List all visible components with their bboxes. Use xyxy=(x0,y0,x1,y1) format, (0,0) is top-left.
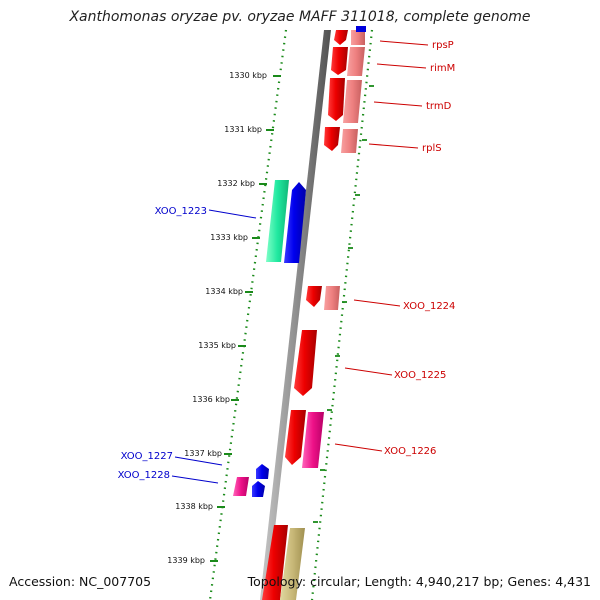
gene-label-rimM[interactable]: rimM xyxy=(430,63,455,74)
right-dotted-track xyxy=(310,29,374,600)
gene-box-XOO_1224-pink[interactable] xyxy=(324,286,340,310)
gene-label-XOO_1224[interactable]: XOO_1224 xyxy=(403,301,455,312)
gene-arrow-XOO_1226[interactable] xyxy=(285,410,306,465)
tick-label: 1331 kbp xyxy=(224,125,262,134)
gene-box-rimM-pink[interactable] xyxy=(347,47,365,76)
tick-label: 1339 kbp xyxy=(167,556,205,565)
gene-box-top-blue[interactable] xyxy=(356,26,366,32)
left-track-ticks xyxy=(210,75,281,562)
gene-leader-lines xyxy=(171,40,429,484)
genome-title: Xanthomonas oryzae pv. oryzae MAFF 31101… xyxy=(69,9,531,25)
tick-label: 1338 kbp xyxy=(175,502,213,511)
tick-label: 1336 kbp xyxy=(192,395,230,404)
gene-label-XOO_1228[interactable]: XOO_1228 xyxy=(118,470,170,481)
tick-label: 1333 kbp xyxy=(210,233,248,242)
gene-box-green[interactable] xyxy=(266,180,289,262)
genome-backbone xyxy=(260,30,331,600)
gene-label-trmD[interactable]: trmD xyxy=(426,101,452,112)
tick-label: 1334 kbp xyxy=(205,287,243,296)
accession-label: Accession: NC_007705 xyxy=(9,574,152,589)
gene-label-XOO_1226[interactable]: XOO_1226 xyxy=(384,446,436,457)
gene-label-XOO_1225[interactable]: XOO_1225 xyxy=(394,370,446,381)
gene-arrow-XOO_1228[interactable] xyxy=(252,481,265,497)
gene-box-bottom-olive[interactable] xyxy=(280,528,305,600)
tick-label: 1337 kbp xyxy=(184,449,222,458)
gene-box-rplS-pink[interactable] xyxy=(341,129,358,153)
gene-box-bottom-red[interactable] xyxy=(262,525,288,600)
gene-label-XOO_1227[interactable]: XOO_1227 xyxy=(121,451,173,462)
gene-arrow-XOO_1223[interactable] xyxy=(284,182,306,263)
gene-arrow-XOO_1224[interactable] xyxy=(306,286,322,307)
right-track-ticks xyxy=(313,85,374,523)
gene-box-magenta-small[interactable] xyxy=(233,477,249,496)
genome-summary: Topology: circular; Length: 4,940,217 bp… xyxy=(247,574,591,589)
tick-label: 1335 kbp xyxy=(198,341,236,350)
gene-arrow-XOO_1227[interactable] xyxy=(256,464,269,479)
tick-label: 1332 kbp xyxy=(217,179,255,188)
gene-arrow-XOO_1225[interactable] xyxy=(294,330,317,396)
gene-label-rpsP[interactable]: rpsP xyxy=(432,40,454,51)
gene-label-rplS[interactable]: rplS xyxy=(422,143,442,154)
gene-arrow-top-red[interactable] xyxy=(334,30,348,45)
gene-arrow-rimM[interactable] xyxy=(331,47,348,75)
gene-box-XOO_1226-magenta[interactable] xyxy=(302,412,324,468)
gene-label-XOO_1223[interactable]: XOO_1223 xyxy=(155,206,207,217)
gene-arrow-trmD[interactable] xyxy=(328,78,345,121)
tick-label: 1330 kbp xyxy=(229,71,267,80)
gene-box-top-pink[interactable] xyxy=(351,30,365,45)
gene-arrow-rplS[interactable] xyxy=(324,127,340,151)
gene-box-trmD-pink[interactable] xyxy=(343,80,362,123)
